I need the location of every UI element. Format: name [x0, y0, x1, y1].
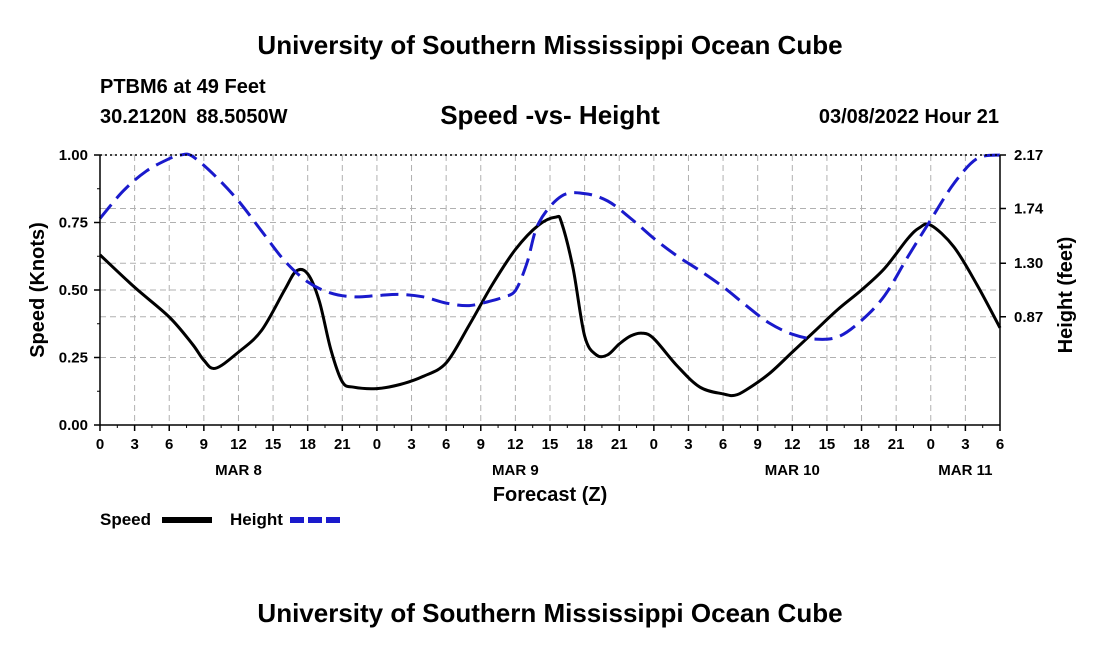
x-tick-label: 6: [719, 436, 727, 453]
x-tick-label: 6: [165, 436, 173, 453]
y2-tick-label: 1.74: [1014, 201, 1044, 218]
station-label: PTBM6 at 49 Feet: [100, 76, 266, 98]
x-tick-label: 15: [265, 436, 282, 453]
day-label: MAR 9: [492, 462, 539, 479]
x-axis-title: Forecast (Z): [493, 484, 607, 506]
day-label: MAR 8: [215, 462, 262, 479]
x-tick-label: 3: [961, 436, 969, 453]
x-tick-label: 3: [130, 436, 138, 453]
x-tick-label: 21: [611, 436, 628, 453]
x-tick-label: 0: [927, 436, 935, 453]
x-tick-label: 3: [684, 436, 692, 453]
y2-axis-title: Height (feet): [1055, 237, 1077, 354]
x-tick-label: 3: [407, 436, 415, 453]
x-tick-label: 9: [200, 436, 208, 453]
x-tick-label: 6: [442, 436, 450, 453]
forecast-datetime: 03/08/2022 Hour 21: [818, 106, 999, 128]
day-label: MAR 10: [765, 462, 820, 479]
speed-series-line: [98, 214, 1002, 398]
day-label: MAR 11: [938, 462, 992, 479]
y2-tick-label: 2.17: [1014, 147, 1043, 164]
x-tick-label: 9: [754, 436, 762, 453]
x-tick-label: 15: [819, 436, 836, 453]
coordinates-label: 30.2120N 88.5050W: [100, 106, 288, 128]
y-tick-label: 0.00: [59, 417, 88, 434]
x-tick-label: 9: [477, 436, 485, 453]
y-tick-label: 1.00: [59, 147, 88, 164]
legend-height-label: Height: [230, 510, 283, 529]
y2-tick-label: 1.30: [1014, 255, 1043, 272]
legend-speed-label: Speed: [100, 510, 151, 529]
chart-main-title: University of Southern Mississippi Ocean…: [257, 30, 843, 60]
x-tick-label: 0: [96, 436, 104, 453]
y2-tick-label: 0.87: [1014, 309, 1043, 326]
x-tick-label: 0: [373, 436, 381, 453]
x-tick-label: 6: [996, 436, 1004, 453]
x-tick-label: 0: [650, 436, 658, 453]
x-tick-label: 18: [853, 436, 870, 453]
chart-subtitle: Speed -vs- Height: [440, 100, 660, 130]
footer-title: University of Southern Mississippi Ocean…: [257, 598, 843, 628]
x-tick-label: 15: [542, 436, 559, 453]
x-tick-label: 21: [334, 436, 351, 453]
y-tick-label: 0.75: [59, 215, 88, 232]
x-tick-label: 18: [299, 436, 316, 453]
height-series-line: [98, 152, 1001, 341]
y-axis-title: Speed (Knots): [27, 222, 49, 358]
x-tick-label: 12: [507, 436, 524, 453]
x-tick-label: 18: [576, 436, 593, 453]
y-tick-label: 0.25: [59, 350, 88, 367]
x-tick-label: 12: [784, 436, 801, 453]
x-tick-label: 12: [230, 436, 247, 453]
x-tick-label: 21: [888, 436, 905, 453]
y-tick-label: 0.50: [59, 282, 88, 299]
